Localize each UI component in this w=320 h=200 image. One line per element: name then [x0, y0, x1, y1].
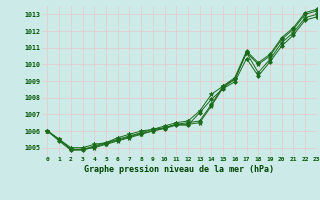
- X-axis label: Graphe pression niveau de la mer (hPa): Graphe pression niveau de la mer (hPa): [84, 165, 274, 174]
